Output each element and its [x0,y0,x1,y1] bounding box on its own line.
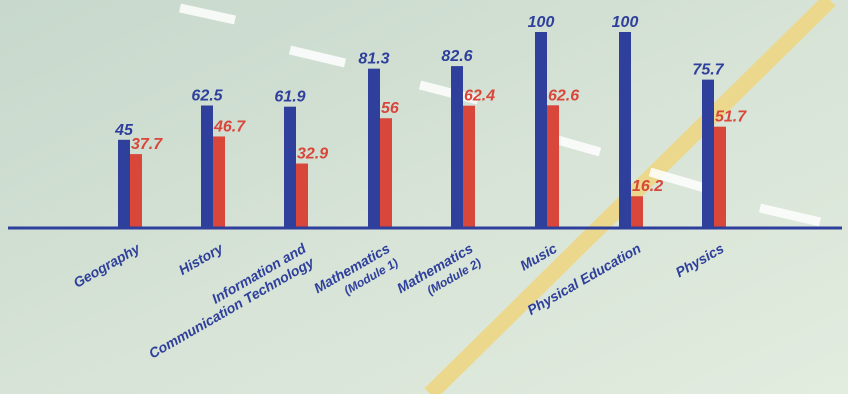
bar-series2-6 [631,196,643,228]
bar-series1-1 [201,106,213,229]
category-label-7-line-0: Physics [673,240,727,280]
value-label-series2-5: 62.6 [548,87,579,104]
bar-series1-4 [451,66,463,228]
value-label-series1-1: 62.5 [191,88,223,105]
bar-series1-6 [619,32,631,228]
category-label-7: Physics [673,240,727,280]
value-label-series2-3: 56 [381,100,399,117]
category-label-3: Mathematics(Module 1) [311,240,401,310]
category-label-0-line-0: Geography [70,239,143,290]
category-label-2-line-1: Communication Technology [146,253,318,361]
bar-series2-7 [714,127,726,228]
bar-series2-3 [380,118,392,228]
category-label-1: History [176,239,227,278]
bar-series2-4 [463,106,475,228]
value-label-series2-7: 51.7 [715,109,747,126]
category-label-5-line-0: Music [517,240,560,274]
value-label-series1-4: 82.6 [441,48,472,65]
value-label-series1-5: 100 [528,14,555,31]
value-label-series2-4: 62.4 [464,88,495,105]
category-label-4: Mathematics(Module 2) [394,240,484,310]
value-label-series2-0: 37.7 [131,136,163,153]
bar-series1-5 [535,32,547,228]
category-label-0: Geography [70,239,143,290]
bar-series2-1 [213,136,225,228]
value-label-series2-2: 32.9 [297,146,328,163]
bar-series1-7 [702,80,714,228]
value-label-series1-7: 75.7 [692,62,724,79]
bar-series1-0 [118,140,130,228]
value-label-series2-6: 16.2 [632,178,663,195]
value-label-series1-6: 100 [612,14,639,31]
bar-series2-0 [130,154,142,228]
category-label-5: Music [517,240,560,274]
bar-series2-5 [547,105,559,228]
value-label-series1-3: 81.3 [358,51,389,68]
bar-series2-2 [296,164,308,228]
bar-series1-3 [368,69,380,228]
value-label-series1-2: 61.9 [274,89,305,106]
bar-series1-2 [284,107,296,228]
category-label-1-line-0: History [176,239,227,278]
bars-group [118,32,726,228]
value-label-series2-1: 46.7 [213,118,246,135]
